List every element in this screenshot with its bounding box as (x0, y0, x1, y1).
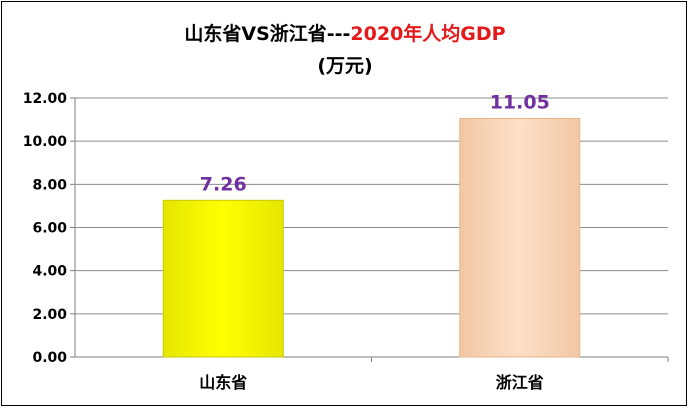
y-tick-label: 12.00 (23, 91, 68, 107)
y-tick-label: 0.00 (32, 350, 67, 366)
bar-layer (162, 118, 581, 358)
data-label-1: 7.26 (200, 173, 247, 195)
y-tick-label: 4.00 (32, 264, 67, 280)
x-category-label-2: 浙江省 (496, 373, 544, 392)
label-layer: 7.26 山东省 11.05 浙江省 (199, 92, 550, 392)
y-tick-label: 10.00 (23, 134, 68, 150)
data-label-2: 11.05 (490, 92, 550, 114)
bar-1 (162, 199, 284, 358)
chart-title-part2: 2020年人均GDP (350, 22, 505, 45)
bar-2 (459, 118, 581, 358)
y-tick-label: 8.00 (32, 177, 67, 193)
chart-subtitle: (万元) (317, 55, 372, 77)
chart-title: 山东省VS浙江省---2020年人均GDP (184, 22, 505, 45)
x-category-label-1: 山东省 (199, 373, 247, 392)
y-tick-label: 2.00 (32, 307, 67, 323)
y-tick-label: 6.00 (32, 221, 67, 237)
chart-title-part1: 山东省VS浙江省--- (184, 22, 350, 45)
